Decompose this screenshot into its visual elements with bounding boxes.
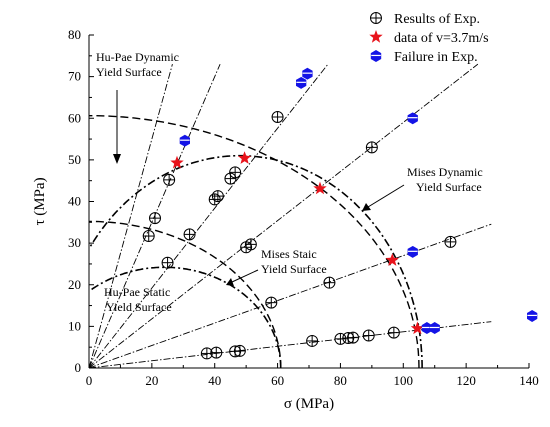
data-point: [334, 332, 347, 345]
y-tick-label: 70: [68, 69, 81, 84]
data-point: [295, 76, 307, 89]
data-point: [211, 190, 224, 203]
data-point: [387, 326, 400, 339]
data-point: [385, 253, 399, 266]
y-tick-label: 60: [68, 110, 81, 125]
data-point: [170, 155, 184, 169]
annotation-mises-static-line1: Mises Staic: [261, 247, 317, 261]
annotation-hupae-dynamic: Hu-Pae Dynamic Yield Surface: [96, 50, 179, 164]
data-point: [179, 134, 191, 147]
annotation-mises-static: Mises Staic Yield Surface: [226, 247, 327, 286]
loading-path-line: [88, 63, 479, 369]
data-point: [208, 193, 221, 206]
data-point: [244, 238, 257, 251]
annotation-hupae-static-line2: Yield Surface: [106, 300, 172, 314]
data-point: [265, 296, 278, 309]
x-axis-title: σ (MPa): [284, 396, 334, 412]
data-point: [161, 256, 174, 269]
yield-surface-curve: [89, 266, 282, 368]
x-tick-label: 140: [519, 373, 539, 388]
curves-layer: [88, 63, 492, 369]
data-point: [444, 235, 457, 248]
x-tick-label: 0: [86, 373, 93, 388]
data-point: [527, 310, 538, 322]
annotation-mises-dynamic-line2: Yield Surface: [416, 180, 482, 194]
annotation-mises-static-line2: Yield Surface: [261, 262, 327, 276]
y-axis-title: τ (MPa): [32, 177, 48, 225]
legend-marker: [370, 50, 382, 62]
annotation-hupae-static: Hu-Pae Static Yield Surface: [104, 285, 172, 314]
legend-label: Failure in Exp.: [394, 50, 478, 65]
annotation-arrow: [367, 184, 405, 208]
data-point: [183, 228, 196, 241]
x-tick-label: 100: [394, 373, 414, 388]
annotation-mises-dynamic-line1: Mises Dynamic: [407, 165, 483, 179]
x-tick-label: 120: [456, 373, 476, 388]
data-point: [313, 181, 327, 195]
y-tick-label: 10: [68, 318, 81, 333]
data-point: [302, 67, 313, 80]
data-point: [233, 344, 246, 357]
annotation-arrowhead: [362, 203, 371, 211]
yield-surface-curve: [89, 154, 423, 368]
data-point: [306, 334, 319, 347]
data-point: [362, 329, 375, 342]
data-point: [271, 111, 284, 124]
data-point: [210, 346, 223, 359]
legend-marker: [370, 12, 382, 24]
data-points: [142, 67, 538, 360]
y-tick-label: 50: [68, 152, 81, 167]
annotation-hupae-static-line1: Hu-Pae Static: [104, 285, 170, 299]
yield-surface-curve: [89, 220, 282, 368]
annotation-arrow: [231, 269, 259, 283]
legend-label: Results of Exp.: [394, 12, 480, 27]
y-tick-label: 20: [68, 277, 81, 292]
annotation-hupae-dynamic-line2: Yield Surface: [96, 65, 162, 79]
legend-label: data of v=3.7m/s: [394, 31, 489, 46]
data-point: [237, 151, 252, 164]
y-tick-label: 0: [75, 360, 82, 375]
x-tick-label: 80: [334, 373, 347, 388]
legend-marker: [369, 30, 383, 43]
x-tick-label: 20: [145, 373, 158, 388]
y-tick-label: 30: [68, 235, 81, 250]
data-point: [347, 331, 359, 344]
data-point: [407, 112, 418, 125]
legend: Results of Exp. data of v=3.7m/s Failure i…: [369, 12, 489, 65]
loading-path-line: [88, 63, 329, 369]
data-point: [229, 166, 242, 179]
annotation-arrowhead: [226, 278, 234, 286]
loading-path-line: [88, 64, 173, 369]
data-point: [323, 276, 336, 289]
y-tick-label: 80: [68, 27, 81, 42]
data-point: [429, 322, 440, 334]
data-point: [410, 321, 425, 335]
x-tick-label: 60: [271, 373, 284, 388]
x-tick-label: 40: [208, 373, 221, 388]
loading-path-line: [88, 321, 492, 369]
annotation-hupae-dynamic-line1: Hu-Pae Dynamic: [96, 50, 179, 64]
data-point: [163, 173, 176, 186]
data-point: [142, 230, 155, 243]
annotation-mises-dynamic: Mises Dynamic Yield Surface: [362, 165, 483, 211]
annotation-arrowhead: [113, 154, 121, 164]
data-point: [365, 141, 378, 154]
y-tick-label: 40: [68, 194, 81, 209]
data-point: [149, 212, 161, 225]
loading-path-line: [88, 223, 492, 369]
data-point: [407, 245, 418, 258]
